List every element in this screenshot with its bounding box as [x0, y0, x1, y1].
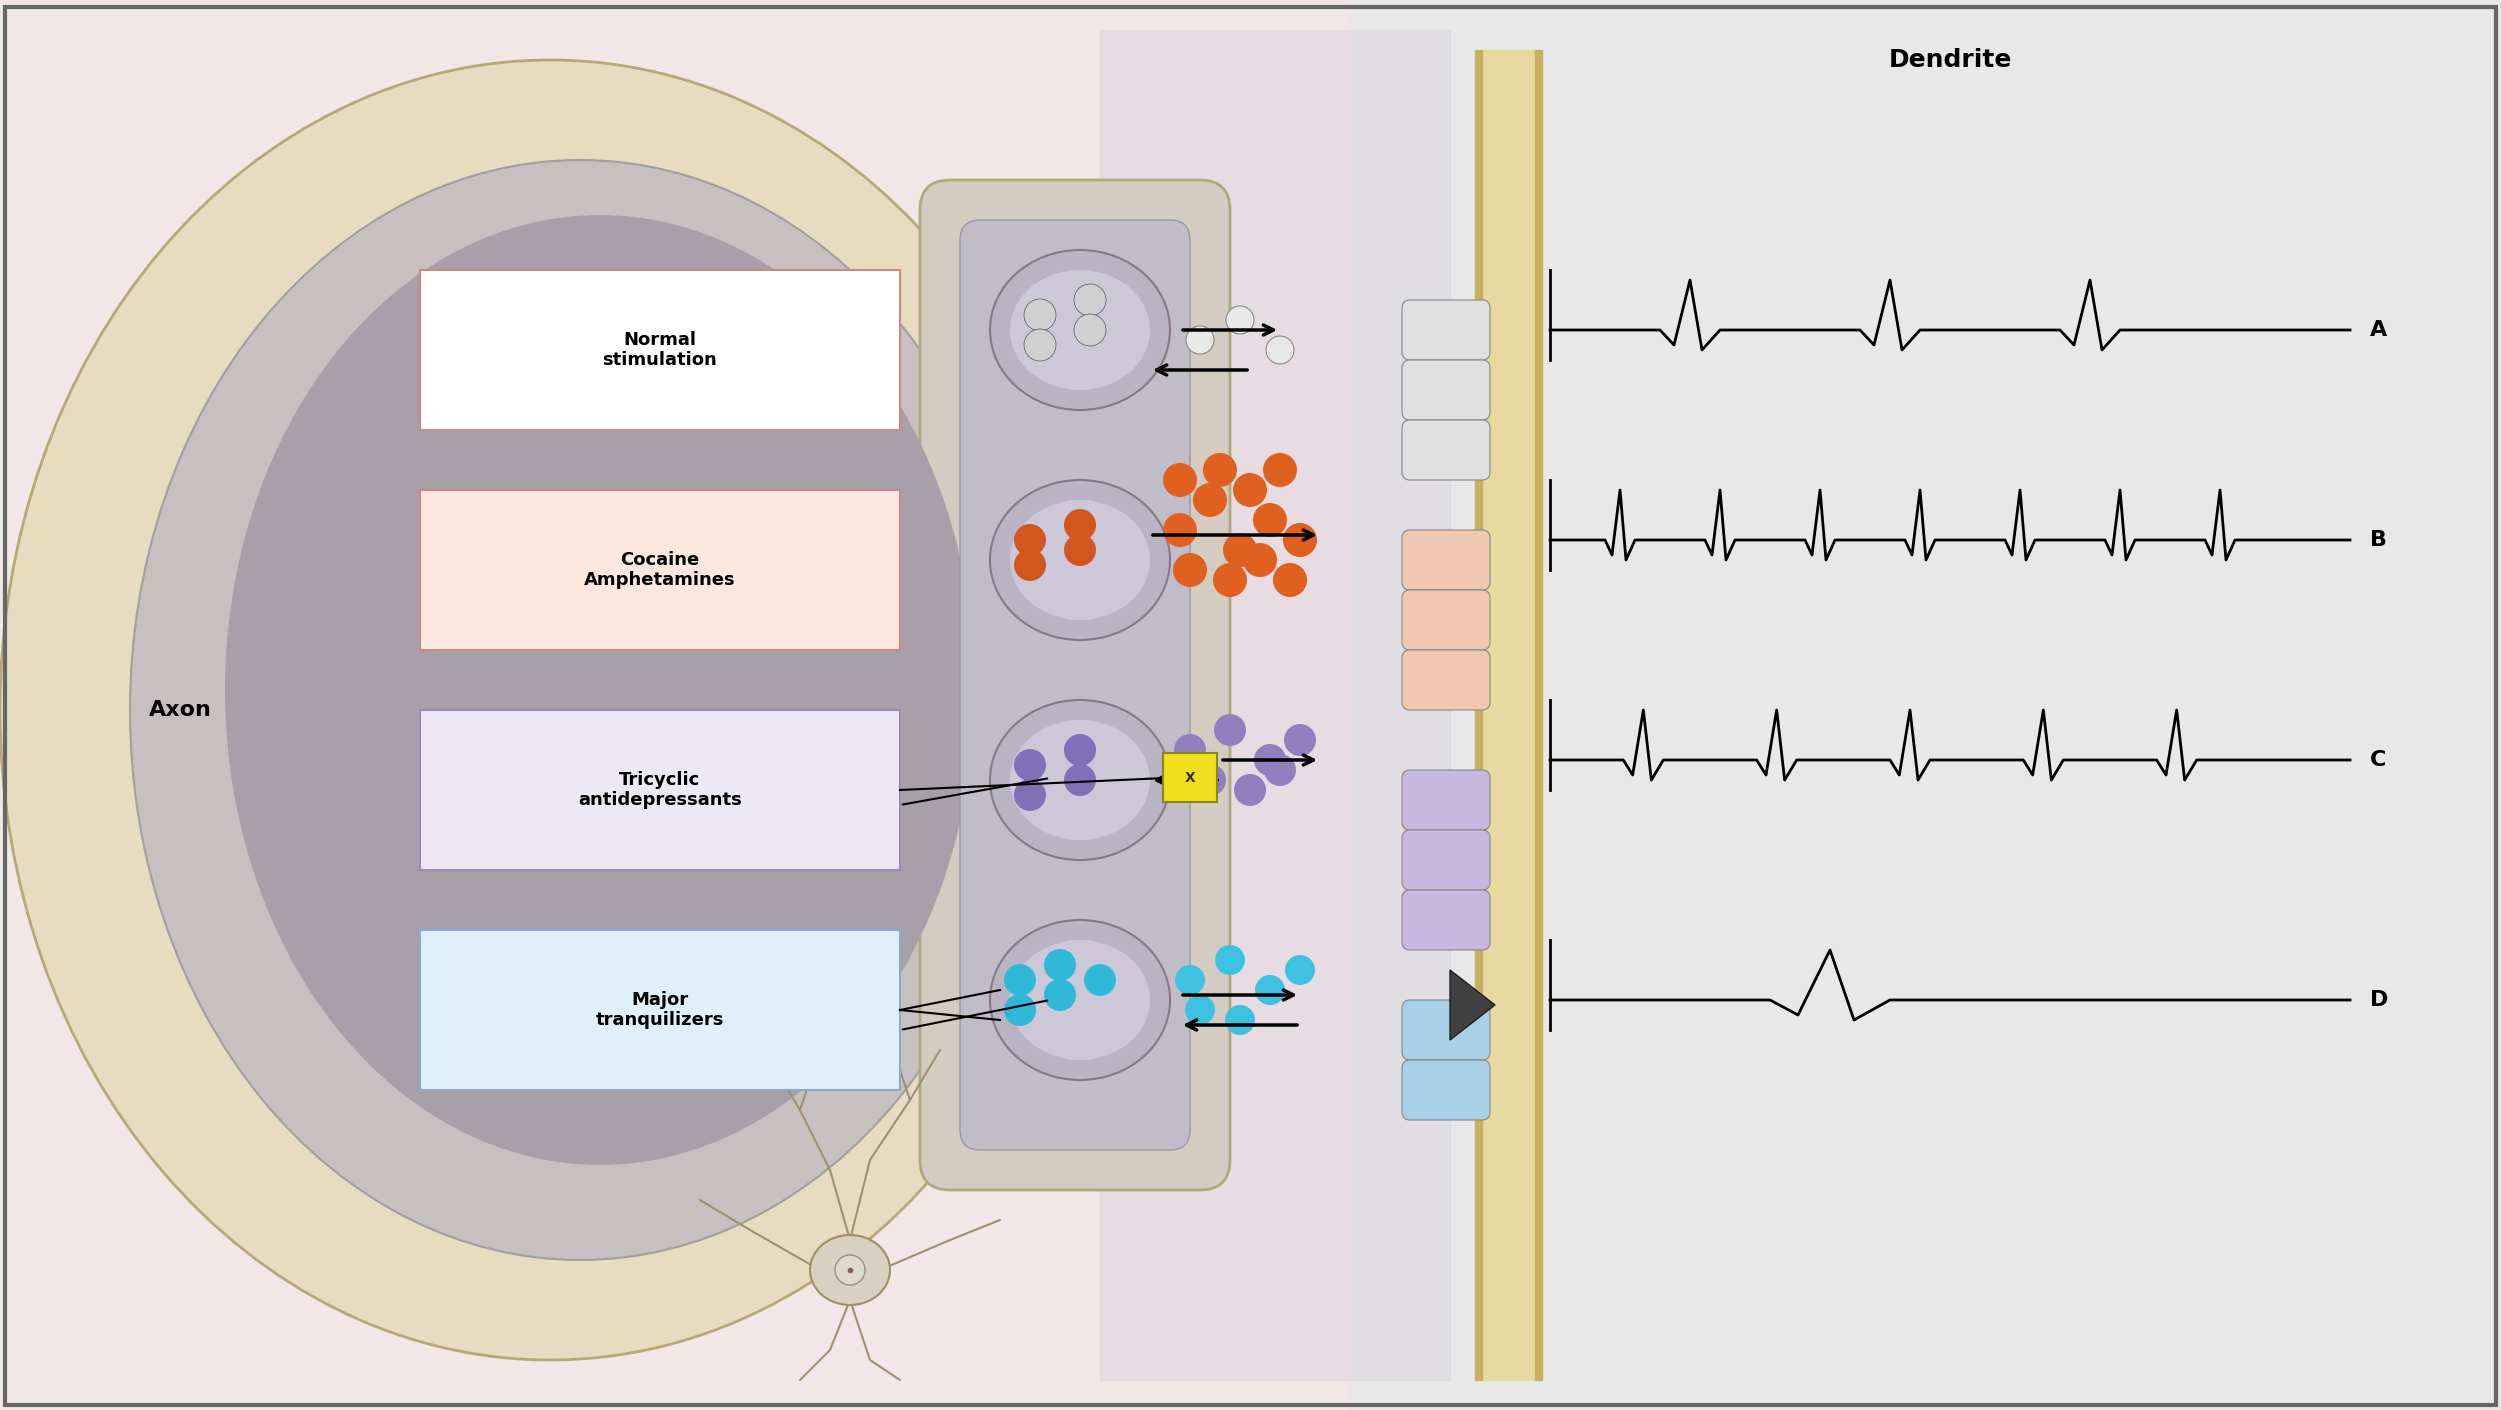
Ellipse shape [1010, 501, 1150, 620]
Ellipse shape [1010, 269, 1150, 391]
Polygon shape [1451, 970, 1496, 1041]
Circle shape [1163, 513, 1198, 547]
FancyBboxPatch shape [420, 711, 900, 870]
Circle shape [1213, 563, 1248, 596]
Circle shape [1215, 945, 1245, 974]
Circle shape [1203, 453, 1238, 486]
Ellipse shape [130, 159, 1030, 1261]
Circle shape [1173, 735, 1205, 766]
Circle shape [1013, 525, 1045, 556]
FancyBboxPatch shape [1403, 360, 1491, 420]
Text: Dendrite: Dendrite [1888, 48, 2011, 72]
FancyBboxPatch shape [1403, 589, 1491, 650]
Circle shape [1193, 484, 1228, 517]
FancyBboxPatch shape [420, 491, 900, 650]
Circle shape [1175, 964, 1205, 995]
FancyBboxPatch shape [1403, 1000, 1491, 1060]
Text: Cocaine
Amphetamines: Cocaine Amphetamines [585, 550, 735, 589]
Text: A: A [2371, 320, 2388, 340]
Circle shape [1286, 955, 1316, 986]
Circle shape [1003, 994, 1035, 1026]
Ellipse shape [990, 250, 1170, 410]
Text: D: D [2371, 990, 2388, 1010]
FancyBboxPatch shape [1403, 830, 1491, 890]
Ellipse shape [990, 479, 1170, 640]
Bar [1536, 49, 1543, 1380]
Bar [1476, 49, 1483, 1380]
FancyBboxPatch shape [1403, 530, 1491, 589]
Circle shape [1003, 964, 1035, 995]
Circle shape [1073, 314, 1105, 345]
Circle shape [1023, 329, 1055, 361]
Circle shape [1063, 764, 1095, 797]
Bar [1351, 0, 2501, 1410]
Circle shape [835, 1255, 865, 1285]
Circle shape [1063, 735, 1095, 766]
Circle shape [1043, 949, 1075, 981]
Circle shape [1273, 563, 1308, 596]
Circle shape [1243, 543, 1278, 577]
Circle shape [1185, 326, 1213, 354]
Text: Major
tranquilizers: Major tranquilizers [595, 991, 725, 1029]
Bar [1100, 30, 1451, 1380]
Text: X: X [1185, 771, 1195, 785]
Circle shape [1043, 979, 1075, 1011]
Circle shape [1263, 453, 1298, 486]
Ellipse shape [1010, 721, 1150, 840]
Text: Axon: Axon [148, 699, 213, 721]
Circle shape [1233, 472, 1268, 508]
Circle shape [1256, 974, 1286, 1005]
Circle shape [1173, 553, 1208, 587]
Circle shape [1063, 509, 1095, 541]
FancyBboxPatch shape [1163, 753, 1218, 802]
Circle shape [1253, 744, 1286, 776]
Text: C: C [2371, 750, 2386, 770]
Circle shape [1225, 306, 1253, 334]
Circle shape [1083, 964, 1115, 995]
Circle shape [1253, 503, 1288, 537]
Ellipse shape [225, 214, 975, 1165]
Circle shape [1223, 533, 1258, 567]
Text: B: B [2371, 530, 2386, 550]
Ellipse shape [0, 61, 1100, 1361]
FancyBboxPatch shape [960, 220, 1190, 1151]
Circle shape [1283, 723, 1316, 756]
FancyBboxPatch shape [1403, 300, 1491, 360]
FancyBboxPatch shape [420, 269, 900, 430]
Circle shape [1283, 523, 1318, 557]
Text: Tricyclic
antidepressants: Tricyclic antidepressants [578, 771, 743, 809]
FancyBboxPatch shape [1403, 770, 1491, 830]
Circle shape [1073, 283, 1105, 316]
Circle shape [1013, 548, 1045, 581]
Circle shape [1233, 774, 1266, 807]
Ellipse shape [990, 919, 1170, 1080]
Circle shape [1063, 534, 1095, 565]
FancyBboxPatch shape [1403, 420, 1491, 479]
Ellipse shape [990, 699, 1170, 860]
Circle shape [1266, 336, 1293, 364]
FancyBboxPatch shape [420, 931, 900, 1090]
Circle shape [1225, 1005, 1256, 1035]
FancyBboxPatch shape [920, 180, 1230, 1190]
Circle shape [1263, 754, 1296, 785]
Circle shape [1163, 462, 1198, 496]
Ellipse shape [810, 1235, 890, 1306]
FancyBboxPatch shape [1403, 650, 1491, 711]
Circle shape [1193, 764, 1225, 797]
FancyBboxPatch shape [1403, 1060, 1491, 1120]
Text: Normal
stimulation: Normal stimulation [603, 330, 718, 369]
Circle shape [1213, 713, 1245, 746]
Circle shape [1013, 778, 1045, 811]
Circle shape [1013, 749, 1045, 781]
Ellipse shape [1010, 940, 1150, 1060]
Circle shape [1023, 299, 1055, 331]
Circle shape [1185, 995, 1215, 1025]
FancyBboxPatch shape [1403, 890, 1491, 950]
Bar [1481, 49, 1536, 1380]
